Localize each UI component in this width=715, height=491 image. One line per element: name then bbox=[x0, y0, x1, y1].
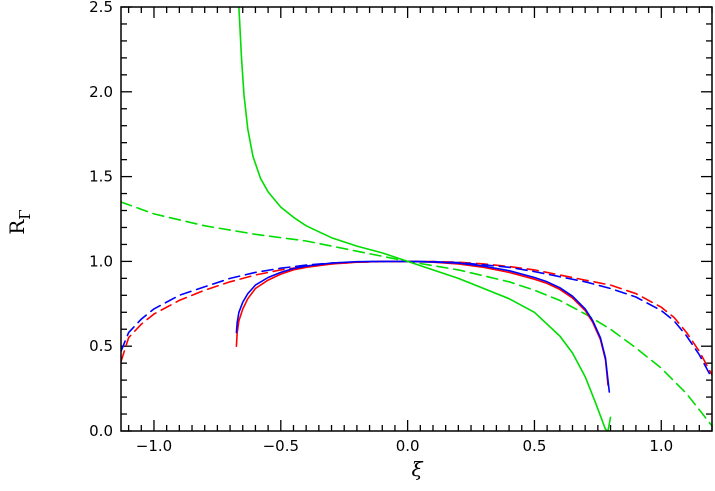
x-tick-label: 0.0 bbox=[396, 437, 420, 455]
y-tick-label: 2.5 bbox=[89, 0, 113, 16]
x-tick-label: −0.5 bbox=[263, 437, 299, 455]
svg-text:RΓ: RΓ bbox=[5, 209, 34, 234]
x-tick-label: −1.0 bbox=[136, 437, 172, 455]
x-tick-label: 1.0 bbox=[649, 437, 673, 455]
y-tick-label: 0.0 bbox=[89, 422, 113, 440]
x-tick-label: 0.5 bbox=[523, 437, 547, 455]
series-group bbox=[121, 7, 712, 431]
x-axis-label: ξ bbox=[411, 457, 423, 481]
y-tick-label: 1.0 bbox=[89, 252, 113, 270]
y-tick-label: 1.5 bbox=[89, 168, 113, 186]
series-line-2-dashed bbox=[121, 260, 712, 380]
ticks bbox=[121, 6, 713, 432]
y-tick-label: 0.5 bbox=[89, 337, 113, 355]
series-line-4-solid bbox=[235, 260, 609, 386]
y-axis-label-main: R bbox=[5, 219, 29, 235]
series-line-1-dashed bbox=[121, 260, 712, 376]
series-line-3-dashed bbox=[121, 201, 712, 427]
y-axis-label: RΓ bbox=[5, 209, 34, 234]
y-tick-label: 2.0 bbox=[89, 83, 113, 101]
series-line-6-solid bbox=[238, 7, 612, 431]
series-line-5-solid bbox=[235, 260, 611, 393]
plot-frame bbox=[120, 6, 713, 432]
tick-labels: −1.0 −0.5 0.0 0.5 1.0 0.0 0.5 1.0 1.5 2.0 2.5 bbox=[89, 0, 673, 455]
y-axis-label-sub: Γ bbox=[16, 209, 34, 219]
